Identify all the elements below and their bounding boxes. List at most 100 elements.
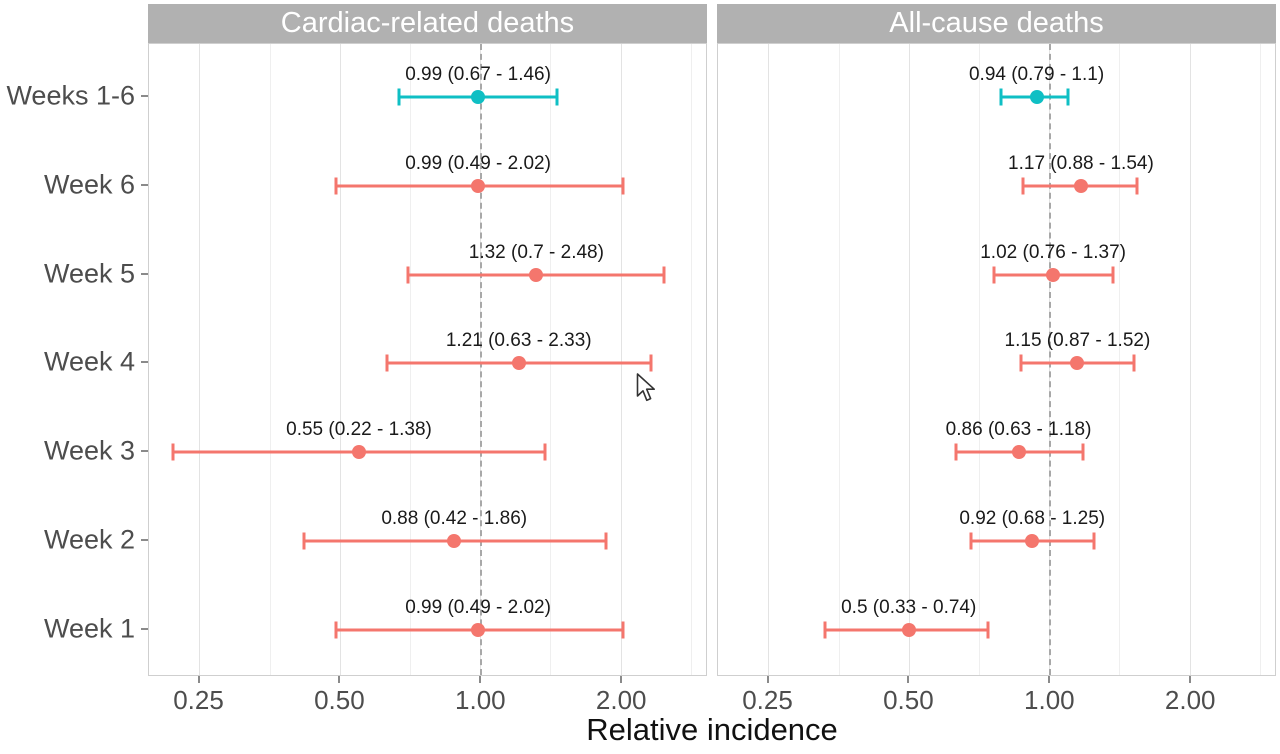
estimate-point [1011, 445, 1026, 460]
x-tick-mark [1189, 676, 1192, 683]
estimate-label: 0.92 (0.68 - 1.25) [959, 508, 1106, 529]
y-tick-mark [141, 95, 148, 97]
panel-all-cause-deaths: All-cause deaths 0.94 (0.79 - 1.1) 1.17 (… [717, 4, 1276, 752]
gridline-major [620, 44, 622, 675]
ci-cap [999, 88, 1003, 106]
x-tick-label: 0.50 [883, 685, 934, 715]
ci-cap [969, 532, 973, 550]
panel-title: All-cause deaths [889, 7, 1104, 39]
ci-cap [302, 532, 306, 550]
x-tick-mark [197, 676, 200, 683]
y-tick-mark [141, 272, 148, 275]
panel-plot-area: 0.99 (0.67 - 1.46) 0.99 (0.49 - 2.02) 1.32… [148, 43, 707, 676]
y-axis-label: Weeks 1-6 [6, 80, 135, 111]
y-tick-mark [141, 361, 148, 364]
estimate-point [901, 622, 916, 637]
reference-line [480, 44, 483, 675]
estimate-label: 0.99 (0.67 - 1.46) [405, 64, 551, 85]
x-tick-mark [907, 676, 910, 683]
gridline-minor [550, 44, 552, 675]
panel-title: Cardiac-related deaths [280, 7, 575, 39]
gridline-major [1189, 44, 1191, 675]
estimate-label: 0.88 (0.42 - 1.86) [381, 508, 528, 529]
gridline-minor [1119, 44, 1121, 675]
x-tick-mark [338, 676, 341, 683]
ci-cap [171, 443, 175, 461]
ci-cap [954, 443, 958, 461]
x-tick-mark [620, 676, 623, 683]
y-axis-label: Week 6 [43, 169, 135, 200]
y-axis-label: Week 2 [43, 524, 135, 555]
gridline-minor [838, 44, 840, 675]
ci-cap [406, 266, 410, 284]
ci-cap [621, 621, 625, 639]
gridline-major [339, 44, 341, 675]
gridline-major [908, 44, 910, 675]
y-axis-labels: Weeks 1-6 Week 6 Week 5 Week 4 Week 3 Week 2 W… [0, 43, 148, 676]
x-tick-mark [1048, 676, 1051, 683]
estimate-point [471, 622, 486, 637]
estimate-point [511, 356, 526, 371]
x-axis-title: Relative incidence [586, 712, 838, 747]
x-tick-label: 1.00 [1024, 685, 1075, 715]
y-tick-mark [141, 627, 148, 630]
estimate-label: 1.32 (0.7 - 2.48) [468, 241, 604, 263]
ci-cap [1111, 266, 1115, 284]
gridline-minor [409, 44, 411, 675]
ci-cap [334, 177, 338, 195]
y-axis-label: Week 3 [43, 435, 135, 466]
estimate-label: 0.99 (0.49 - 2.02) [405, 152, 551, 174]
ci-cap [823, 621, 827, 639]
y-axis-label: Week 1 [43, 613, 135, 644]
estimate-point [1025, 534, 1040, 548]
y-axis-label: Week 5 [43, 258, 135, 289]
estimate-label: 0.99 (0.49 - 2.02) [405, 596, 551, 618]
estimate-point [1070, 356, 1085, 371]
gridline-minor [690, 44, 692, 675]
ci-cap [992, 266, 996, 284]
ci-cap [1066, 88, 1070, 106]
ci-cap [662, 266, 666, 284]
ci-cap [1132, 354, 1136, 372]
y-tick-mark [141, 183, 148, 186]
ci-cap [334, 621, 338, 639]
x-tick-label: 2.00 [595, 685, 647, 715]
panel-strip: Cardiac-related deaths [148, 4, 707, 43]
estimate-label: 0.94 (0.79 - 1.1) [968, 64, 1105, 85]
y-tick-mark [141, 539, 148, 541]
x-tick-mark [766, 676, 769, 683]
gridline-minor [1259, 44, 1261, 675]
estimate-point [1046, 267, 1061, 282]
y-tick-mark [141, 450, 148, 453]
estimate-point [447, 534, 462, 548]
gridline-major [768, 44, 770, 675]
estimate-point [471, 178, 486, 193]
estimate-point [1073, 178, 1088, 193]
ci-cap [986, 621, 990, 639]
panel-cardiac-deaths: Cardiac-related deaths 0.99 (0.67 - 1.46… [148, 4, 707, 752]
x-tick-label: 0.25 [173, 685, 224, 715]
panel-plot-area: 0.94 (0.79 - 1.1) 1.17 (0.88 - 1.54) 1.02 … [717, 43, 1276, 676]
ci-cap [555, 88, 559, 106]
gridline-minor [978, 44, 980, 675]
mouse-cursor [636, 373, 656, 402]
ci-cap [543, 443, 547, 461]
ci-cap [621, 177, 625, 195]
estimate-point [529, 267, 544, 282]
x-axis: 0.25 0.50 1.00 2.00 [148, 676, 707, 722]
ci-cap [649, 354, 653, 372]
ci-cap [604, 532, 608, 550]
gridline-minor [269, 44, 271, 675]
estimate-label: 0.86 (0.63 - 1.18) [945, 419, 1092, 441]
estimate-label: 1.15 (0.87 - 1.52) [1004, 330, 1151, 352]
x-tick-mark [479, 676, 482, 683]
x-tick-label: 2.00 [1164, 685, 1216, 715]
ci-cap [397, 88, 401, 106]
y-axis-label: Week 4 [43, 346, 135, 377]
estimate-label: 1.21 (0.63 - 2.33) [445, 330, 592, 352]
panel-strip: All-cause deaths [717, 4, 1276, 43]
gridline-major [199, 44, 201, 675]
estimate-label: 0.55 (0.22 - 1.38) [286, 419, 432, 441]
ci-cap [1135, 177, 1139, 195]
